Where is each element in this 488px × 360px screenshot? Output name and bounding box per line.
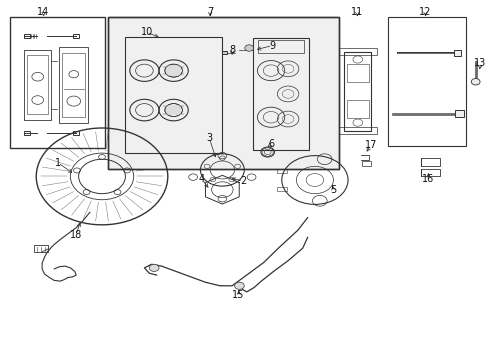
Bar (34, 245, 48, 252)
Bar (73, 34, 79, 38)
Text: 9: 9 (269, 41, 275, 50)
Text: 12: 12 (419, 7, 431, 17)
Bar (124, 37, 222, 153)
Text: 2: 2 (240, 176, 246, 186)
Bar (453, 50, 460, 56)
Bar (276, 168, 286, 173)
Bar (420, 158, 439, 166)
Text: 17: 17 (364, 140, 376, 150)
Bar (338, 127, 376, 134)
Bar (27, 55, 48, 114)
Circle shape (470, 78, 479, 85)
Bar (24, 34, 30, 38)
Bar (346, 64, 368, 82)
Bar (252, 39, 308, 149)
Bar (338, 48, 376, 55)
Text: 1: 1 (55, 158, 61, 168)
Bar (276, 187, 286, 192)
Bar (346, 100, 368, 118)
Bar (420, 169, 439, 176)
Bar (344, 51, 371, 131)
Text: 16: 16 (422, 174, 434, 184)
Bar (387, 17, 465, 146)
Circle shape (149, 264, 159, 271)
Bar (108, 17, 339, 169)
Bar (62, 53, 85, 117)
Circle shape (234, 282, 244, 289)
Bar (24, 131, 30, 135)
Bar (108, 17, 339, 169)
Text: 7: 7 (206, 7, 213, 17)
Text: 18: 18 (70, 230, 82, 239)
Bar (454, 110, 463, 117)
Text: 13: 13 (473, 58, 486, 68)
Text: 3: 3 (206, 133, 212, 143)
Bar (362, 161, 370, 166)
Bar (166, 105, 181, 116)
Text: 5: 5 (329, 185, 336, 195)
Bar (10, 17, 105, 148)
Text: 11: 11 (350, 7, 363, 17)
Bar (73, 131, 79, 135)
Bar (257, 40, 304, 53)
Text: 8: 8 (228, 45, 235, 55)
Text: 15: 15 (232, 291, 244, 301)
Text: 10: 10 (141, 27, 153, 37)
Bar (24, 50, 51, 120)
Bar (59, 47, 88, 123)
Text: 6: 6 (267, 139, 274, 149)
Bar (222, 51, 227, 54)
Circle shape (244, 45, 253, 51)
Bar (166, 65, 181, 76)
Text: 14: 14 (38, 7, 50, 17)
Text: 4: 4 (199, 174, 204, 184)
